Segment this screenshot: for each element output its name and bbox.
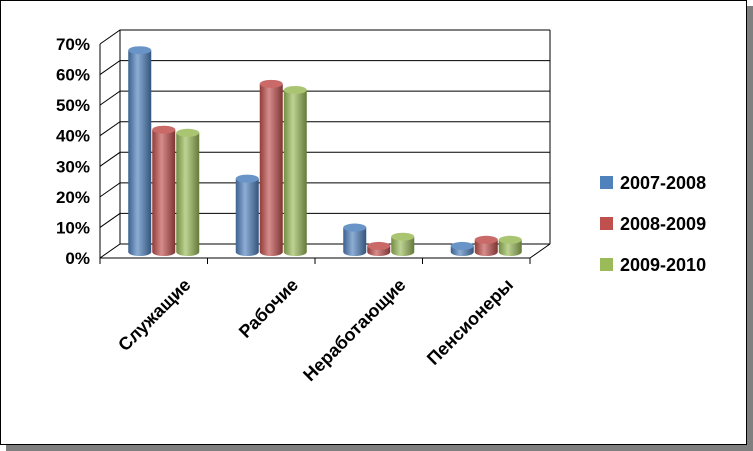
bar bbox=[128, 46, 152, 256]
legend-label: 2007-2008 bbox=[620, 173, 706, 193]
floor-right-edge bbox=[529, 243, 551, 259]
legend-label: 2009-2010 bbox=[620, 255, 706, 275]
bar bbox=[176, 128, 200, 256]
bar bbox=[235, 174, 259, 256]
bar bbox=[152, 125, 176, 256]
gridline bbox=[99, 29, 550, 45]
bar bbox=[367, 241, 391, 256]
bar-body bbox=[343, 227, 367, 256]
chart-frame bbox=[0, 0, 747, 445]
bar-body bbox=[176, 132, 200, 256]
bar-top bbox=[176, 128, 200, 137]
plot-area: 0% 10% 20% 30% 40% 50% 60% 70% Служащие РабочиеНе… bbox=[56, 29, 551, 385]
bar-top bbox=[474, 235, 498, 244]
legend-swatch bbox=[600, 258, 613, 271]
bar bbox=[343, 223, 367, 256]
gridline bbox=[99, 90, 550, 106]
legend: 2007-2008 2008-2009 2009-2010 bbox=[600, 173, 706, 275]
bar-top bbox=[498, 235, 522, 244]
y-tick-label: 10% bbox=[56, 218, 90, 237]
y-tick-label: 30% bbox=[56, 157, 90, 176]
bar-top bbox=[283, 85, 307, 94]
y-tick-label: 0% bbox=[65, 249, 90, 268]
bar-top bbox=[128, 46, 152, 55]
x-category-label: Рабочие bbox=[235, 275, 302, 342]
bar-body bbox=[391, 236, 415, 256]
bar bbox=[391, 232, 415, 256]
y-tick-label: 40% bbox=[56, 127, 90, 146]
bar-body bbox=[235, 178, 259, 256]
bar-body bbox=[128, 50, 152, 256]
y-tick-label: 50% bbox=[56, 96, 90, 115]
bar-body bbox=[259, 83, 283, 256]
bar-body bbox=[152, 129, 176, 256]
bar-body bbox=[498, 239, 522, 256]
x-category-label: Неработающие bbox=[299, 275, 409, 385]
legend-swatch bbox=[600, 217, 613, 230]
legend-swatch bbox=[600, 176, 613, 189]
bar-top bbox=[259, 79, 283, 88]
bar bbox=[450, 241, 474, 256]
x-category-label: Служащие bbox=[114, 275, 194, 355]
bar-top bbox=[343, 223, 367, 232]
bar bbox=[259, 79, 283, 256]
bar-top bbox=[391, 232, 415, 241]
bar bbox=[474, 235, 498, 256]
bar-body bbox=[474, 239, 498, 256]
bar-top bbox=[152, 125, 176, 134]
bar bbox=[283, 85, 307, 256]
legend-label: 2008-2009 bbox=[620, 214, 706, 234]
y-tick-label: 70% bbox=[56, 35, 90, 54]
bar bbox=[498, 235, 522, 256]
bar-body bbox=[283, 89, 307, 256]
y-tick-label: 20% bbox=[56, 188, 90, 207]
gridline bbox=[99, 60, 550, 75]
x-category-label: Пенсионеры bbox=[423, 275, 517, 369]
bar-top bbox=[235, 174, 259, 183]
y-tick-label: 60% bbox=[56, 66, 90, 85]
bar-top bbox=[450, 241, 474, 250]
bar-top bbox=[367, 241, 391, 250]
